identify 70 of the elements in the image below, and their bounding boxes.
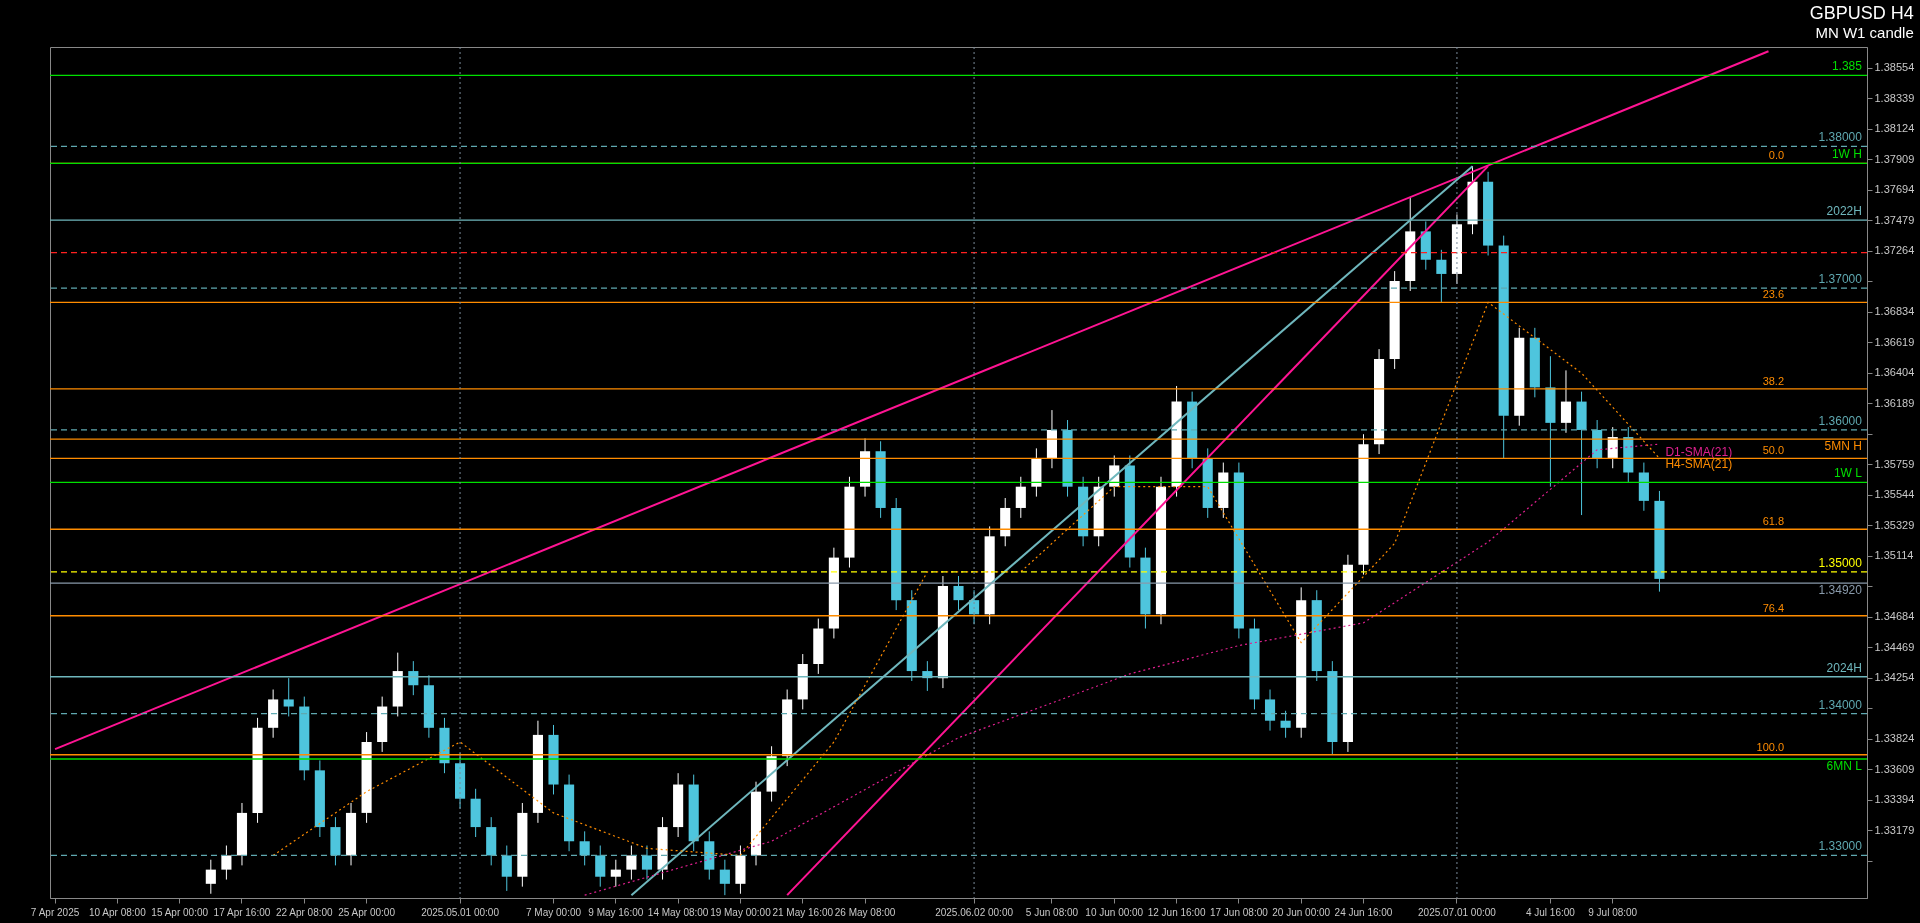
x-tick-label: 9 Jul 08:00 [1588, 906, 1638, 918]
ref-line-label: 5MN H [1824, 439, 1862, 454]
y-tick-label: 1.33609 [1874, 762, 1915, 775]
ref-line-label: 1W H [1831, 147, 1862, 162]
x-tick-label: 7 Apr 2025 [30, 906, 80, 918]
annotation: 100.0 [1756, 740, 1785, 753]
x-tick-label: 15 Apr 00:00 [151, 906, 209, 918]
ref-line-label: 1.34920 [1818, 583, 1863, 598]
y-tick-label: 1.38339 [1874, 91, 1915, 104]
y-tick-label: 1.36619 [1874, 335, 1915, 348]
y-tick-label: 1.36834 [1874, 305, 1915, 318]
x-tick-label: 4 Jul 16:00 [1525, 906, 1576, 918]
y-tick-label: 1.35114 [1874, 549, 1914, 562]
x-tick-label: 2025.05.01 00:00 [421, 906, 500, 918]
series-label: H4-SMA(21) [1665, 457, 1733, 472]
x-tick-label: 2025.06.02 00:00 [935, 906, 1014, 918]
x-tick-label: 9 May 16:00 [588, 906, 644, 918]
chart-subtitle: MN W1 candle [1815, 23, 1914, 41]
annotation: 50.0 [1762, 444, 1785, 457]
series-label: D1-SMA(21) [1665, 445, 1733, 460]
y-tick-label: 1.37909 [1874, 152, 1915, 165]
ref-line-label: 1.35000 [1818, 555, 1863, 570]
ref-line-label: 1.33000 [1818, 839, 1863, 854]
y-tick-label: 1.36189 [1874, 396, 1915, 409]
chart-title: GBPUSD H4 [1809, 2, 1914, 23]
y-tick-label: 1.34469 [1874, 640, 1915, 653]
y-tick-label: 1.35329 [1874, 518, 1915, 531]
y-tick-label: 1.34684 [1874, 610, 1915, 623]
x-tick-label: 24 Jun 16:00 [1334, 906, 1393, 918]
ref-line-label: 2022H [1826, 204, 1862, 219]
annotation: 23.6 [1762, 288, 1785, 301]
y-tick-label: 1.38124 [1874, 122, 1915, 135]
annotation: 0.0 [1768, 149, 1785, 162]
x-tick-label: 21 May 16:00 [772, 906, 834, 918]
y-tick-label: 1.34254 [1874, 671, 1915, 684]
ref-line-label: 1W L [1833, 466, 1863, 481]
y-tick-label: 1.37694 [1874, 183, 1915, 196]
y-tick-label: 1.33824 [1874, 732, 1915, 745]
x-tick-label: 22 Apr 08:00 [275, 906, 334, 918]
annotation: 61.8 [1762, 515, 1785, 528]
y-tick-label: 1.38554 [1874, 61, 1915, 74]
x-tick-label: 17 Apr 16:00 [213, 906, 271, 918]
y-tick-label: 1.33394 [1874, 793, 1915, 806]
x-tick-label: 14 May 08:00 [647, 906, 709, 918]
ref-line-label: 1.34000 [1818, 697, 1863, 712]
annotation: 38.2 [1762, 374, 1785, 387]
x-tick-label: 20 Jun 00:00 [1272, 906, 1331, 918]
x-tick-label: 10 Apr 08:00 [89, 906, 147, 918]
annotation: 76.4 [1762, 601, 1785, 614]
x-tick-label: 5 Jun 08:00 [1025, 906, 1079, 918]
ref-line-label: 1.36000 [1818, 413, 1863, 428]
y-tick-label: 1.37479 [1874, 213, 1915, 226]
ref-line-label: 1.38000 [1818, 130, 1863, 145]
x-tick-label: 2025.07.01 00:00 [1418, 906, 1497, 918]
y-tick-label: 1.35544 [1874, 488, 1915, 501]
y-tick-label: 1.35759 [1874, 457, 1915, 470]
y-tick-label: 1.33179 [1874, 823, 1915, 836]
x-tick-label: 25 Apr 00:00 [338, 906, 396, 918]
ref-line-label: 6MN L [1826, 759, 1863, 773]
y-tick-label: 1.37264 [1874, 244, 1915, 257]
x-tick-label: 12 Jun 16:00 [1147, 906, 1206, 918]
x-tick-label: 26 May 08:00 [834, 906, 896, 918]
ref-line-label: 1.385 [1831, 59, 1863, 74]
x-tick-label: 17 Jun 08:00 [1209, 906, 1269, 918]
x-tick-label: 7 May 00:00 [525, 906, 582, 918]
x-tick-label: 10 Jun 00:00 [1085, 906, 1144, 918]
x-tick-label: 19 May 00:00 [710, 906, 772, 918]
ref-line-label: 1.37000 [1818, 272, 1863, 287]
ref-line-label: 2024H [1826, 660, 1862, 675]
y-tick-label: 1.36404 [1874, 366, 1915, 379]
